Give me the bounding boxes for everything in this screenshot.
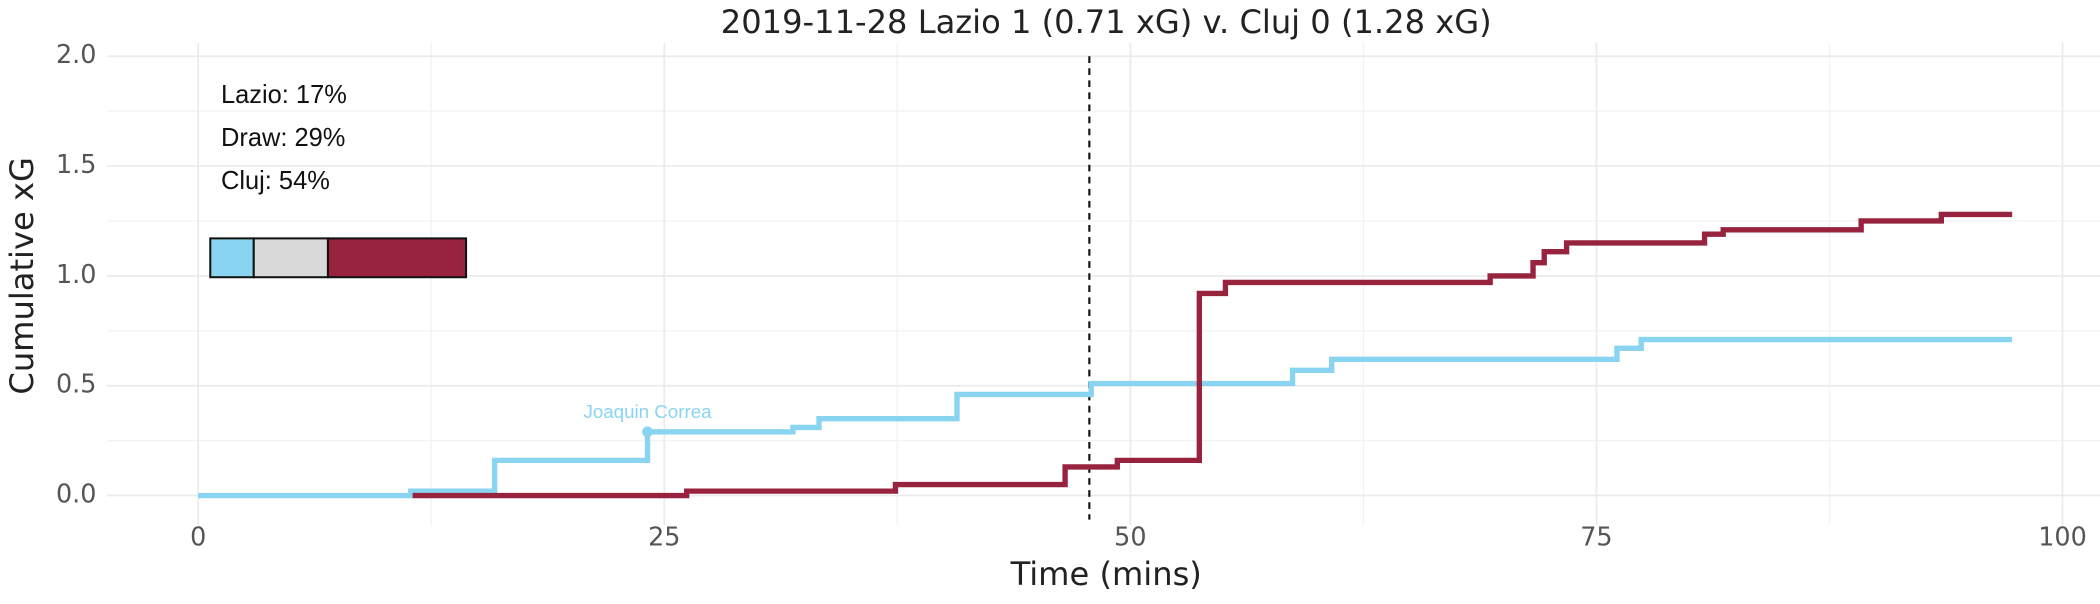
y-tick-label: 1.0 (56, 259, 96, 289)
win-prob-bar (326, 237, 468, 279)
x-axis-label: Time (mins) (1010, 555, 1202, 593)
x-tick-label: 50 (1114, 521, 1146, 551)
win-prob-label: Lazio: 17% (221, 81, 347, 109)
x-tick-label: 25 (648, 521, 680, 551)
win-prob-label: Draw: 29% (221, 124, 345, 152)
win-prob-bar (209, 237, 255, 279)
win-prob-label: Cluj: 54% (221, 167, 330, 195)
win-prob-bar (252, 237, 329, 279)
y-tick-label: 1.5 (56, 149, 96, 179)
y-tick-label: 2.0 (56, 39, 96, 69)
x-tick-label: 100 (2038, 521, 2087, 551)
step-line (412, 211, 2013, 499)
y-axis-label: Cumulative xG (3, 157, 41, 394)
y-tick-label: 0.0 (56, 479, 96, 509)
step-line (198, 336, 2013, 499)
annotation: Joaquin Correa (583, 401, 712, 422)
y-tick-label: 0.5 (56, 369, 96, 399)
x-tick-label: 0 (190, 521, 206, 551)
x-tick-label: 75 (1580, 521, 1612, 551)
chart-title: 2019-11-28 Lazio 1 (0.71 xG) v. Cluj 0 (… (721, 3, 1492, 41)
goal-marker (642, 426, 653, 438)
